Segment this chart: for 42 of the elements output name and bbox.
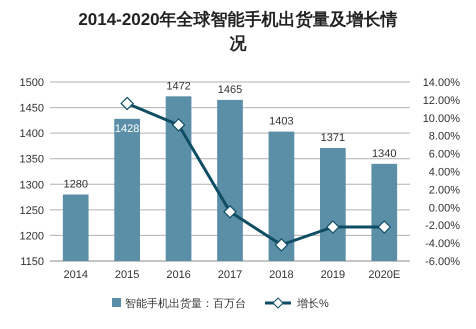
y-tick-label: 1500 [20,77,44,89]
y-tick-label: 1300 [20,179,44,192]
data-label: 1403 [269,116,294,128]
x-tick-label: 2017 [218,269,242,281]
y-tick-label: 1250 [20,204,44,217]
x-tick-label: 2018 [269,269,294,281]
y-tick-label: 1200 [20,230,44,242]
x-tick-label: 2019 [320,269,346,281]
y-tick-label: 1400 [20,128,44,140]
point [378,220,391,234]
data-label: 1280 [63,178,88,191]
point [223,205,237,218]
data-label: 1428 [114,122,140,135]
x-tick-label: 2020E [368,269,400,281]
y2-tick-label: -2.00% [425,220,460,232]
point [172,118,186,132]
data-label: 1371 [320,132,346,144]
data-label: 1465 [218,84,242,96]
legend-label: 增长% [296,297,329,310]
y2-tick-label: -6.00% [425,256,460,268]
y2-tick-label: 14.00% [422,77,460,89]
x-tick-label: 2016 [166,269,191,281]
x-tick-label: 2014 [63,269,88,281]
data-label: 1472 [166,80,191,92]
y2-tick-label: 0.00% [428,202,460,214]
chart-title: 2014-2020年全球智能手机出货量及增长情况 [78,9,398,55]
y2-tick-label: 6.00% [428,148,460,161]
y2-tick-label: 8.00% [428,130,460,143]
point [274,238,288,252]
legend-label: 智能手机出货量：百万台 [125,297,246,310]
y2-tick-label: -4.00% [425,238,460,250]
point [120,96,134,110]
y2-tick-label: 2.00% [428,184,460,196]
data-label: 1340 [372,148,397,160]
y2-tick-label: 10.00% [422,112,460,125]
point [326,220,340,234]
y2-tick-label: 12.00% [422,94,460,107]
y-tick-label: 1150 [20,256,44,268]
y-tick-label: 1350 [20,154,44,166]
y2-tick-label: 4.00% [428,166,460,178]
y-tick-label: 1450 [20,102,44,115]
x-tick-label: 2015 [114,269,140,281]
